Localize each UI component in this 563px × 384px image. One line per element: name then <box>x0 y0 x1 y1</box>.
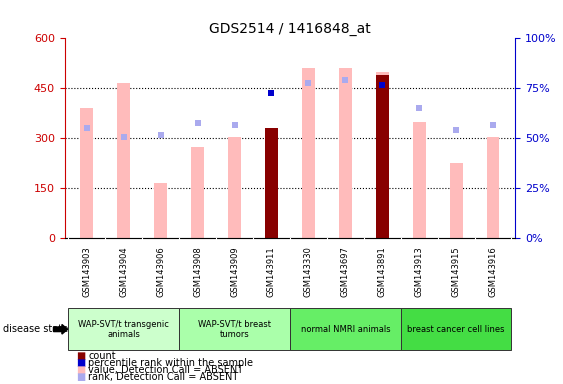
Text: ■: ■ <box>76 372 85 382</box>
Bar <box>117 83 130 238</box>
Bar <box>376 75 388 238</box>
Text: WAP-SVT/t transgenic
animals: WAP-SVT/t transgenic animals <box>78 319 169 339</box>
Text: GSM143915: GSM143915 <box>452 247 461 297</box>
Bar <box>228 137 241 238</box>
Text: GSM143697: GSM143697 <box>341 246 350 297</box>
Bar <box>154 183 167 238</box>
Bar <box>265 128 278 238</box>
Text: normal NMRI animals: normal NMRI animals <box>301 325 390 334</box>
Bar <box>179 308 290 351</box>
Bar <box>450 163 463 238</box>
Text: ■: ■ <box>76 365 85 375</box>
Text: breast cancer cell lines: breast cancer cell lines <box>407 325 505 334</box>
Text: rank, Detection Call = ABSENT: rank, Detection Call = ABSENT <box>88 372 239 382</box>
Text: ■: ■ <box>76 351 85 361</box>
Bar <box>339 68 352 238</box>
Text: WAP-SVT/t breast
tumors: WAP-SVT/t breast tumors <box>198 319 271 339</box>
Text: GSM143891: GSM143891 <box>378 246 387 297</box>
Text: GSM143330: GSM143330 <box>304 246 313 297</box>
Bar <box>376 72 388 238</box>
Bar <box>401 308 511 351</box>
Title: GDS2514 / 1416848_at: GDS2514 / 1416848_at <box>209 22 371 36</box>
Text: GSM143913: GSM143913 <box>415 246 424 297</box>
Text: count: count <box>88 351 116 361</box>
Text: GSM143909: GSM143909 <box>230 247 239 297</box>
Bar <box>486 137 499 238</box>
Text: ■: ■ <box>76 358 85 368</box>
Text: GSM143908: GSM143908 <box>193 246 202 297</box>
Text: GSM143906: GSM143906 <box>156 246 165 297</box>
Text: percentile rank within the sample: percentile rank within the sample <box>88 358 253 368</box>
Text: GSM143916: GSM143916 <box>489 246 498 297</box>
Bar <box>191 147 204 238</box>
Text: GSM143903: GSM143903 <box>82 246 91 297</box>
Bar <box>302 68 315 238</box>
Bar <box>69 308 179 351</box>
Bar <box>413 122 426 238</box>
Text: GSM143911: GSM143911 <box>267 247 276 297</box>
Text: value, Detection Call = ABSENT: value, Detection Call = ABSENT <box>88 365 244 375</box>
Text: GSM143904: GSM143904 <box>119 247 128 297</box>
Text: disease state: disease state <box>3 324 68 334</box>
Bar <box>265 137 278 238</box>
Bar <box>290 308 401 351</box>
Bar <box>81 108 93 238</box>
